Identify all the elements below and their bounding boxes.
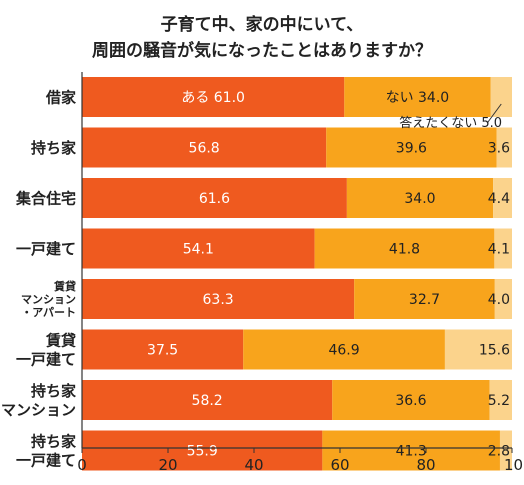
- bar-no-4: [354, 279, 495, 319]
- category-label-3-0: 一戸建て: [16, 240, 76, 258]
- value-label-no-0: ない 34.0: [386, 90, 450, 106]
- category-label-7-0: 持ち家: [31, 432, 76, 450]
- bar-no-5: [243, 329, 445, 370]
- value-label-no-4: 32.7: [409, 292, 440, 308]
- category-label-4-2: ・アパート: [21, 306, 76, 319]
- x-tick-label-60: 60: [330, 456, 349, 474]
- callout-leader-line: [486, 103, 502, 124]
- bar-yes-3: [82, 228, 315, 269]
- bar-yes-0: [82, 77, 345, 117]
- bar-dontknow-1: [496, 127, 512, 168]
- value-label-yes-5: 37.5: [147, 343, 178, 359]
- category-label-0-0: 借家: [45, 88, 76, 106]
- bar-no-6: [332, 380, 490, 420]
- value-label-dontknow-6: 5.2: [488, 393, 510, 409]
- x-tick-label-0: 0: [77, 456, 87, 474]
- bar-yes-1: [82, 127, 327, 168]
- bar-no-3: [314, 228, 495, 269]
- bar-no-2: [346, 178, 494, 218]
- bar-yes-4: [82, 279, 355, 319]
- value-label-yes-0: ある 61.0: [181, 90, 245, 106]
- bar-dontknow-5: [444, 329, 512, 370]
- category-label-7-1: 一戸建て: [16, 451, 76, 469]
- category-label-5-1: 一戸建て: [16, 350, 76, 368]
- bar-dontknow-0: [490, 77, 512, 117]
- value-label-dontknow-1: 3.6: [488, 141, 510, 157]
- x-tick-label-80: 80: [416, 456, 435, 474]
- value-label-no-1: 39.6: [396, 141, 427, 157]
- value-label-no-2: 34.0: [404, 191, 435, 207]
- value-label-yes-6: 58.2: [192, 393, 223, 409]
- category-label-2-0: 集合住宅: [15, 189, 76, 207]
- category-label-4-1: マンション: [21, 293, 76, 306]
- value-label-yes-7: 55.9: [187, 444, 218, 460]
- value-label-yes-2: 61.6: [199, 191, 230, 207]
- bar-dontknow-7: [499, 430, 512, 471]
- bar-dontknow-2: [493, 178, 512, 218]
- category-label-4-0: 賃貸: [53, 279, 76, 293]
- bar-no-0: [344, 77, 491, 117]
- chart-title-line-2: 周囲の騒音が気になったことはありますか？: [92, 41, 432, 61]
- bar-yes-2: [82, 178, 347, 218]
- x-tick-label-20: 20: [158, 456, 177, 474]
- x-tick-label-40: 40: [244, 456, 263, 474]
- value-label-yes-4: 63.3: [203, 292, 234, 308]
- category-label-6-1: マンション: [1, 401, 76, 419]
- x-tick-label-100: 100(%): [504, 456, 524, 474]
- value-label-dontknow-3: 4.1: [488, 242, 510, 258]
- value-label-dontknow-5: 15.6: [479, 343, 510, 359]
- bar-yes-5: [82, 329, 244, 370]
- value-label-yes-1: 56.8: [189, 141, 220, 157]
- value-label-dontknow-2: 4.4: [488, 191, 510, 207]
- value-label-dontknow-4: 4.0: [488, 292, 510, 308]
- bar-yes-6: [82, 380, 333, 420]
- bar-dontknow-3: [494, 228, 512, 269]
- value-label-no-6: 36.6: [395, 393, 426, 409]
- value-label-no-3: 41.8: [389, 242, 420, 258]
- category-label-5-0: 賃貸: [45, 331, 76, 349]
- category-label-6-0: 持ち家: [31, 382, 76, 400]
- chart-title-line-1: 子育て中、家の中にいて、: [160, 15, 364, 35]
- category-label-1-0: 持ち家: [31, 139, 76, 157]
- bar-no-1: [326, 127, 497, 168]
- value-label-yes-3: 54.1: [183, 242, 214, 258]
- bar-yes-7: [82, 430, 323, 471]
- bar-no-7: [322, 430, 500, 471]
- value-label-no-5: 46.9: [328, 343, 359, 359]
- bar-dontknow-6: [489, 380, 512, 420]
- callout-label: 答えたくない 5.0: [399, 115, 502, 131]
- bar-dontknow-4: [494, 279, 512, 319]
